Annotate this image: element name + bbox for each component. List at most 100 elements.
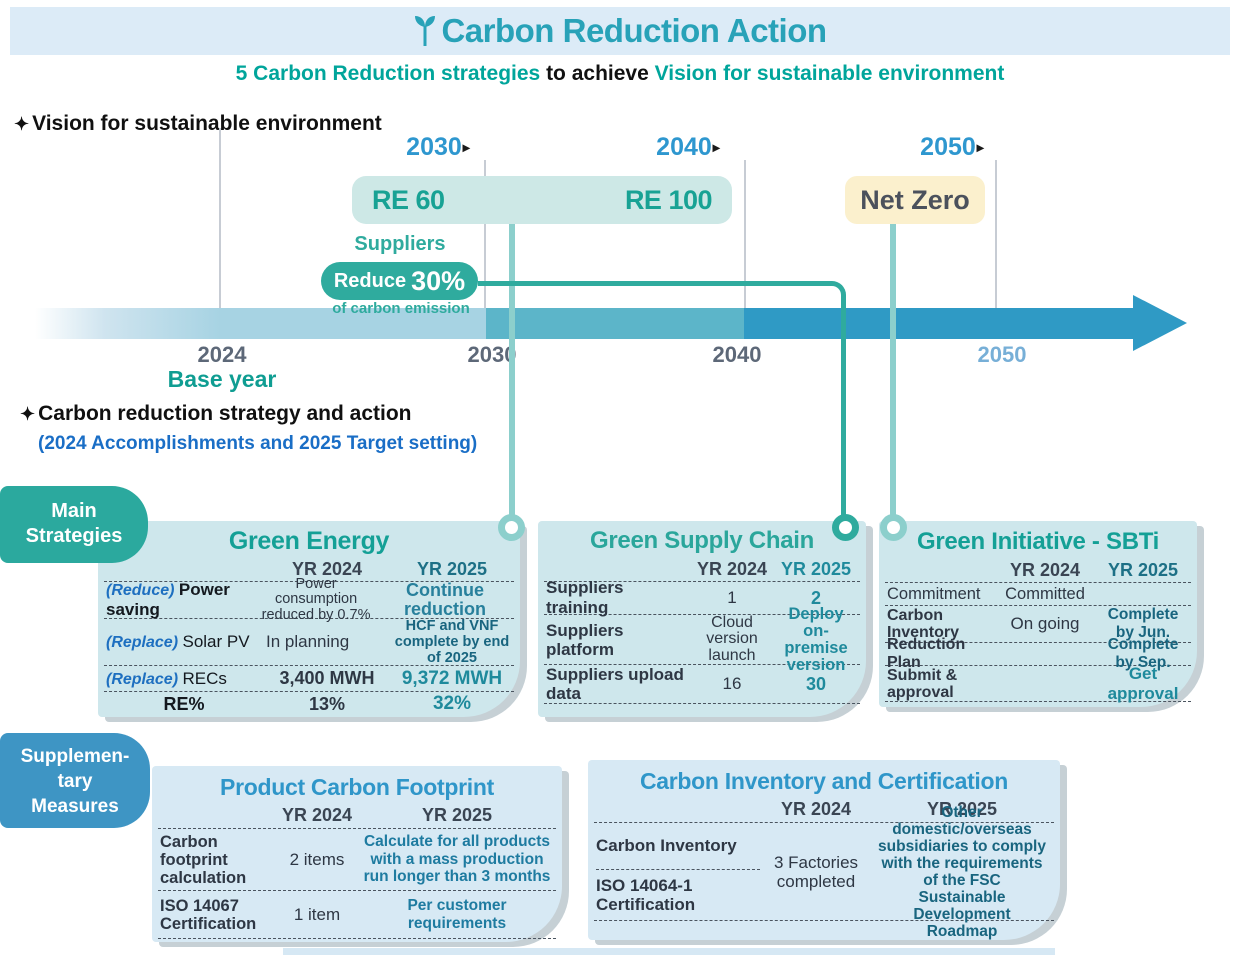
value-2025: Get approval <box>1107 663 1179 703</box>
value-2024: 1 item <box>293 904 341 924</box>
vision-heading-text: Vision for sustainable environment <box>32 112 382 135</box>
row-label: (Reduce) Power saving <box>104 580 256 620</box>
col-header-2025: YR 2025 <box>416 559 488 579</box>
right-arrow-icon: ▸ <box>712 139 720 155</box>
row-prefix: (Replace) <box>106 670 179 688</box>
value-2025-shared: Other domestic/overseas subsidiaries to … <box>878 803 1046 940</box>
row-label-text: Reduction Plan <box>887 636 966 671</box>
value-2024: 3,400 MWH <box>279 668 375 688</box>
card-carbon-inventory-certification: Carbon Inventory and Certification YR 20… <box>588 760 1060 940</box>
table-row: (Reduce) Power saving Power consumption … <box>104 576 514 622</box>
card-green-initiative-sbti: Green Initiative - SBTi YR 2024 YR 2025 … <box>879 521 1197 707</box>
axis-2024: 2024 <box>197 342 247 367</box>
row-label-text: ISO 14067 Certification <box>160 896 257 933</box>
axis-2050: 2050 <box>977 342 1027 367</box>
col-header-2024: YR 2024 <box>696 559 768 579</box>
value-2025: HCF and VNF complete by end of 2025 <box>394 618 510 666</box>
row-label: (Replace) Solar PV <box>104 632 264 652</box>
card-title: Green Supply Chain <box>590 527 814 554</box>
card-title: Green Initiative - SBTi <box>916 528 1160 555</box>
table-header-row: YR 2024 YR 2025 <box>158 803 556 829</box>
green-initiative-table: YR 2024 YR 2025 Commitment Committed Car… <box>879 559 1197 703</box>
value-2025: 30 <box>805 673 827 694</box>
card-product-carbon-footprint: Product Carbon Footprint YR 2024 YR 2025… <box>152 766 562 942</box>
tab-supplementary-measures: Supplemen- tary Measures <box>0 733 150 828</box>
col-header-2024: YR 2024 <box>1009 560 1081 580</box>
tab-supp-line2: tary <box>57 771 93 792</box>
diamond-bullet-icon: ✦ <box>14 114 30 134</box>
right-arrow-icon: ▸ <box>976 139 984 155</box>
net-zero-label: Net Zero <box>860 184 970 215</box>
table-header-row: YR 2024 YR 2025 <box>104 558 514 582</box>
marker-year-2030: 2030▸ <box>383 133 493 162</box>
col-header-2024: YR 2024 <box>281 805 353 825</box>
row-label-text: Suppliers training <box>546 578 624 617</box>
table-header-row: YR 2024 YR 2025 <box>594 797 1054 823</box>
row-prefix: (Reduce) <box>106 582 175 599</box>
bottom-page-strip <box>283 948 1055 955</box>
connector-re60-green-energy <box>509 224 515 524</box>
col-header-2025: YR 2025 <box>780 559 852 579</box>
row-label-text: Suppliers upload data <box>546 665 684 703</box>
card-green-energy: Green Energy YR 2024 YR 2025 (Reduce) Po… <box>98 521 520 717</box>
green-supply-chain-table: YR 2024 YR 2025 Suppliers training 1 2 S… <box>538 558 866 704</box>
value-2025: Complete by Sep. <box>1107 636 1179 671</box>
re60-label: RE 60 <box>372 184 445 215</box>
marker-year-2040: 2040▸ <box>633 133 743 162</box>
row-labels: Carbon Inventory ISO 14064-1 Certificati… <box>594 823 762 920</box>
row-label-text: Carbon Inventory <box>596 823 760 870</box>
tab-main-line2: Strategies <box>25 525 123 547</box>
value-2025: Calculate for all products with a mass p… <box>363 833 551 886</box>
table-header-row: YR 2024 YR 2025 <box>885 559 1191 583</box>
value-2024: Committed <box>1005 584 1085 603</box>
value-2024: Power consumption reduced by 0.7% <box>261 575 371 623</box>
value-2025: 9,372 MWH <box>401 667 503 689</box>
row-label-text: Submit & approval <box>887 666 958 701</box>
row-label-text: RECs <box>182 668 227 688</box>
value-2024: 13% <box>308 693 346 714</box>
value-2024: Cloud version launch <box>706 613 758 664</box>
axis-2040: 2040 <box>712 342 762 367</box>
table-row: ISO 14067 Certification 1 item Per custo… <box>158 891 556 939</box>
connector-dot-sbti <box>880 514 907 541</box>
suppliers-reduce-pill: Reduce 30% <box>321 262 478 300</box>
tick-2050 <box>995 160 997 308</box>
tick-2024 <box>219 128 221 308</box>
value-2024: In planning <box>266 632 350 651</box>
table-row: Suppliers platform Cloud version launch … <box>544 605 860 673</box>
pill-value-text: 30% <box>411 265 466 296</box>
col-header-2024: YR 2024 <box>780 799 852 819</box>
suppliers-label: Suppliers <box>354 233 446 255</box>
table-row: (Replace) RECs 3,400 MWH 9,372 MWH <box>104 666 514 692</box>
timeline-bar <box>35 308 1135 339</box>
title-banner: Carbon Reduction Action <box>10 7 1230 55</box>
tab-main-strategies: Main Strategies <box>0 486 148 563</box>
value-2025: Complete by Jun. <box>1107 606 1179 641</box>
value-2024: On going <box>1010 614 1080 633</box>
value-2024: 16 <box>722 674 742 693</box>
row-label-text: Solar PV <box>182 632 250 651</box>
axis-2030: 2030 <box>467 342 517 367</box>
timeline-arrowhead-icon <box>1133 295 1187 351</box>
card-green-supply-chain: Green Supply Chain YR 2024 YR 2025 Suppl… <box>538 521 866 717</box>
table-header-row: YR 2024 YR 2025 <box>544 558 860 582</box>
row-label-text: Suppliers platform <box>546 620 624 659</box>
row-label-text: Carbon footprint calculation <box>160 832 247 887</box>
row-label-text: ISO 14064-1 Certification <box>596 876 696 914</box>
tab-supp-line3: Measures <box>31 796 119 817</box>
value-2025: Per customer requirements <box>407 897 507 932</box>
value-2024: 1 <box>727 588 737 607</box>
marker-year-2050: 2050▸ <box>897 133 1007 162</box>
row-label-text: Carbon Inventory <box>887 607 960 641</box>
value-2025: Deploy on-premise version <box>784 604 848 674</box>
connector-dot-green-energy <box>498 514 525 541</box>
subtitle-strategies: 5 Carbon Reduction strategies <box>235 62 541 85</box>
connector-netzero-sbti <box>890 224 896 524</box>
vision-heading: ✦ Vision for sustainable environment <box>14 112 382 136</box>
value-2024-shared: 3 Factories completed <box>773 852 859 891</box>
row-label-text: Power saving <box>106 580 230 619</box>
green-energy-table: YR 2024 YR 2025 (Reduce) Power saving Po… <box>98 558 520 716</box>
table-row: Carbon Inventory On going Complete by Ju… <box>885 606 1191 643</box>
col-header-2024: YR 2024 <box>291 559 363 579</box>
